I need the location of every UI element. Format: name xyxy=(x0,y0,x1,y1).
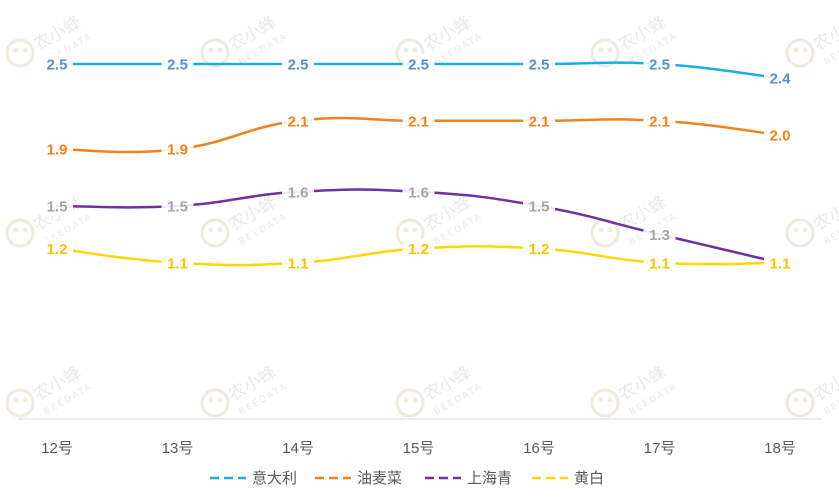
data-label-bg xyxy=(161,196,194,216)
data-label: 2.1 xyxy=(408,113,429,130)
data-label: 1.5 xyxy=(167,199,188,216)
legend-item[interactable]: 黄白 xyxy=(532,470,604,487)
legend-item[interactable]: 意大利 xyxy=(210,469,297,487)
data-label-bg xyxy=(282,181,314,202)
data-label-bg xyxy=(764,68,796,89)
data-label-bg xyxy=(402,54,435,74)
data-label: 1.1 xyxy=(288,255,309,272)
x-tick-label: 13号 xyxy=(162,440,194,457)
data-label-bg xyxy=(523,110,555,131)
legend-label: 意大利 xyxy=(252,469,297,487)
data-label: 1.6 xyxy=(288,184,309,201)
data-label: 2.5 xyxy=(408,57,429,74)
data-label-bg xyxy=(41,139,73,160)
x-tick-label: 14号 xyxy=(282,440,314,457)
data-label: 1.6 xyxy=(408,184,429,201)
data-label: 2.5 xyxy=(649,57,670,74)
svg-text:农小蜂: 农小蜂 xyxy=(811,13,839,56)
data-label-bg xyxy=(402,110,435,131)
series-3: 1.5 1.5 1.6 1.6 1.5 1.3 1.1 xyxy=(41,181,796,273)
data-label-bg xyxy=(523,54,555,74)
data-label: 1.3 xyxy=(649,227,670,244)
data-label: 2.1 xyxy=(529,113,550,130)
data-label-bg xyxy=(282,110,314,131)
x-tick-label: 17号 xyxy=(644,440,676,457)
data-label-bg xyxy=(523,238,555,259)
data-label: 1.5 xyxy=(47,199,68,216)
data-label-bg xyxy=(523,196,555,216)
data-label-bg xyxy=(161,139,194,160)
legend-item[interactable]: 上海青 xyxy=(425,470,512,487)
svg-text:农小蜂: 农小蜂 xyxy=(811,193,839,236)
data-label-bg xyxy=(282,252,314,273)
data-label: 2.0 xyxy=(770,128,791,145)
data-label: 2.4 xyxy=(770,71,792,88)
data-label: 2.5 xyxy=(288,57,309,74)
data-label: 1.9 xyxy=(47,142,68,159)
data-label: 1.1 xyxy=(167,255,188,272)
data-label-bg xyxy=(161,252,194,273)
legend-label: 黄白 xyxy=(574,470,604,487)
x-axis-tick-labels: 12号 13号 14号 15号 16号 17号 18号 xyxy=(41,440,796,457)
series-1: 2.5 2.5 2.5 2.5 2.5 2.5 2.4 xyxy=(41,54,796,89)
x-tick-label: 12号 xyxy=(41,440,73,457)
data-label: 1.1 xyxy=(649,255,670,272)
x-tick-label: 16号 xyxy=(523,440,555,457)
data-label-bg xyxy=(764,252,796,273)
x-tick-label: 15号 xyxy=(403,440,435,457)
data-label-bg xyxy=(643,110,676,131)
data-label-bg xyxy=(402,238,435,259)
data-label: 1.2 xyxy=(529,241,550,258)
data-label-bg xyxy=(41,238,73,259)
data-label: 1.2 xyxy=(408,241,429,258)
series-layer: 2.5 2.5 2.5 2.5 2.5 2.5 2.4 1.9 1.9 2.1 2.1 2.1 2.1 2… xyxy=(41,54,796,273)
data-label-bg xyxy=(402,181,435,202)
data-label: 2.1 xyxy=(649,113,670,130)
data-label-bg xyxy=(764,125,796,145)
legend-item[interactable]: 油麦菜 xyxy=(315,470,402,487)
data-label: 1.5 xyxy=(529,199,550,216)
data-label: 2.1 xyxy=(288,113,309,130)
data-label: 2.5 xyxy=(167,57,188,74)
data-label: 1.2 xyxy=(47,241,68,258)
legend-label: 上海青 xyxy=(467,470,512,487)
x-tick-label: 18号 xyxy=(764,440,796,457)
data-label-bg xyxy=(643,252,676,273)
data-label-bg xyxy=(161,54,194,74)
data-label-bg xyxy=(41,196,73,216)
data-label: 2.5 xyxy=(47,57,68,74)
data-label-bg xyxy=(643,224,676,245)
legend-label: 油麦菜 xyxy=(357,470,402,487)
data-label: 1.1 xyxy=(770,255,791,272)
series-4: 1.2 1.1 1.1 1.2 1.2 1.1 1.1 xyxy=(41,238,796,273)
svg-text:农小蜂: 农小蜂 xyxy=(811,363,839,406)
series-2: 1.9 1.9 2.1 2.1 2.1 2.1 2.0 xyxy=(41,110,796,160)
data-label: 2.5 xyxy=(529,57,550,74)
data-label: 1.9 xyxy=(167,142,188,159)
legend: 意大利 油麦菜 上海青 黄白 xyxy=(210,469,604,487)
data-label-bg xyxy=(282,54,314,74)
data-label-bg xyxy=(643,54,676,74)
data-label-bg xyxy=(41,54,73,74)
